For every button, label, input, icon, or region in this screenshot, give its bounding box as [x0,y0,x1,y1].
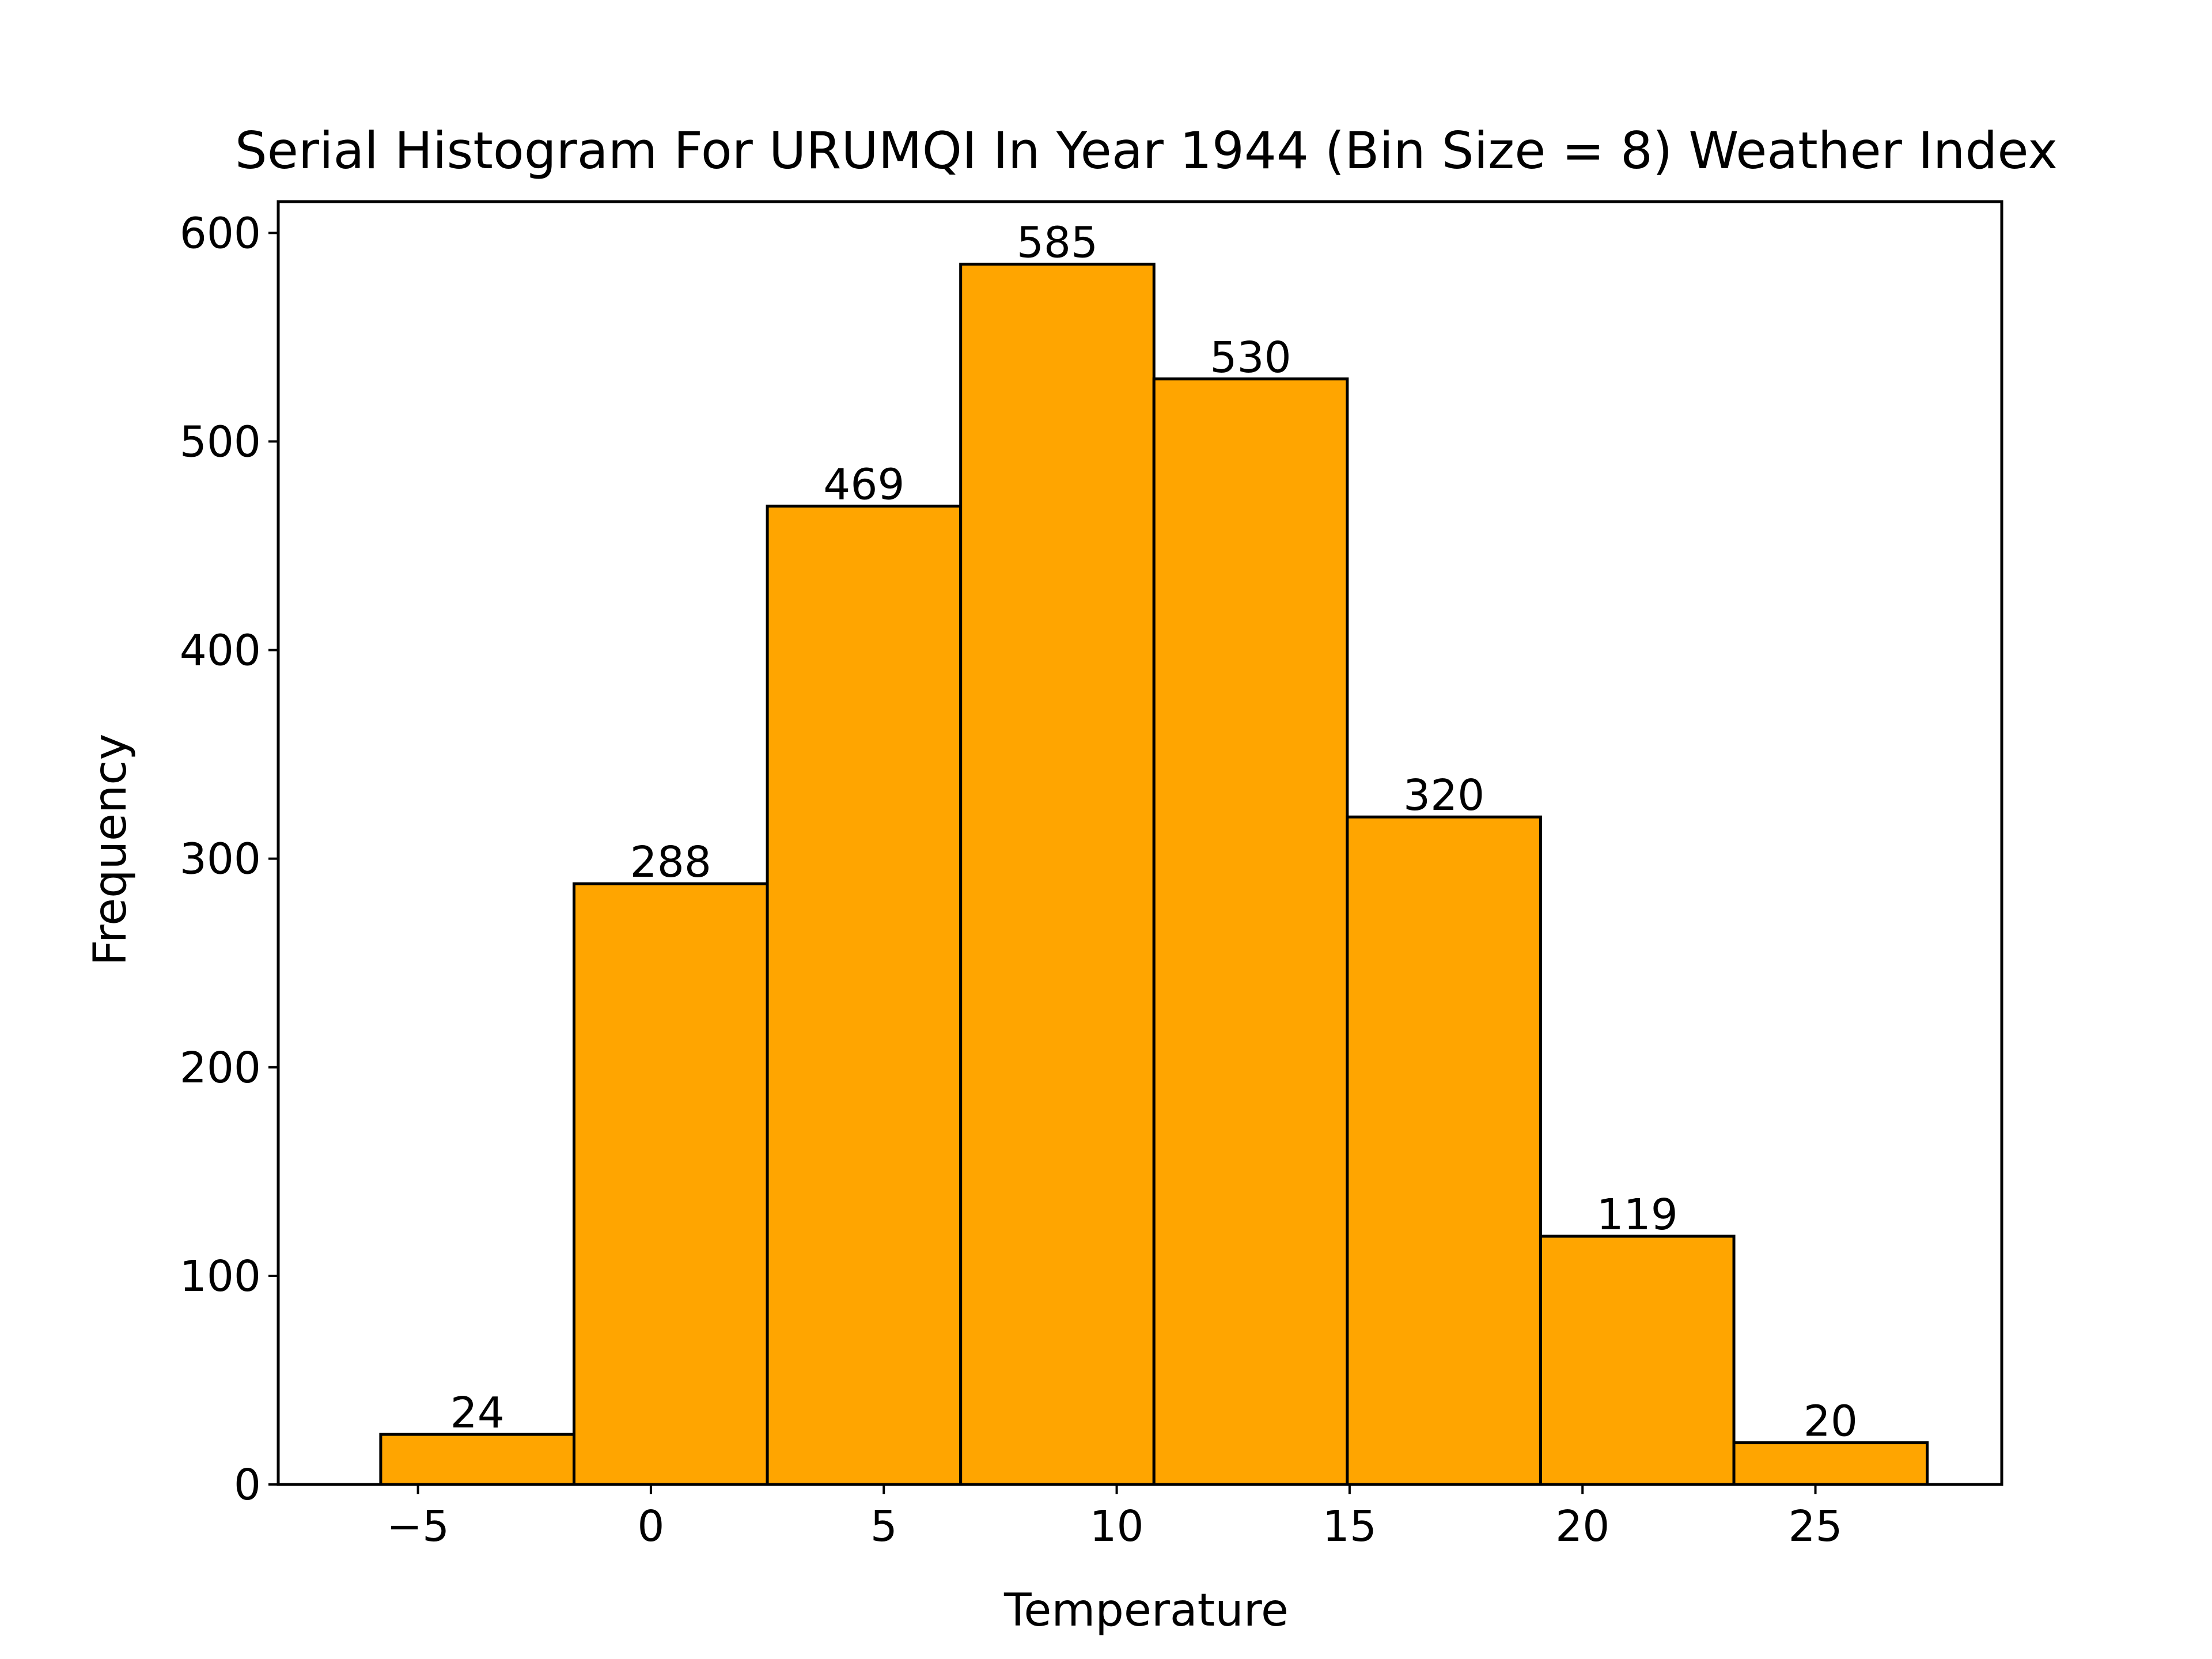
plot-frame [276,200,2003,1486]
bar-value-label: 20 [1804,1397,1858,1446]
bar-value-label: 24 [450,1388,505,1438]
y-tick-label: 0 [234,1460,261,1510]
y-tick-label: 500 [180,417,261,467]
y-tick-label: 200 [180,1043,261,1093]
y-axis-ticks: 0 100 200 300 400 500 600 [180,209,278,1510]
histogram-bar [572,882,769,1486]
bar-value-label: 530 [1210,333,1291,382]
bar-value-label: 320 [1403,771,1484,820]
chart-title: Serial Histogram For URUMQI In Year 1944… [235,121,2058,180]
histogram-bar [1346,815,1542,1486]
histogram-bar [1732,1441,1929,1486]
x-tick-label: 25 [1788,1502,1842,1551]
bar-value-label: 585 [1017,218,1098,268]
y-tick-label: 300 [180,835,261,884]
x-tick-label: 20 [1555,1502,1609,1551]
bar-value-label: 469 [823,460,904,510]
bars-layer [379,263,1929,1486]
y-tick-label: 400 [180,626,261,676]
x-tick-label: 10 [1089,1502,1143,1551]
x-tick-label: 5 [870,1502,897,1551]
y-tick-label: 100 [180,1252,261,1301]
x-axis-ticks: −5 0 5 10 15 20 25 [387,1484,1843,1551]
histogram-bar [766,505,963,1486]
y-tick-label: 600 [180,209,261,258]
x-tick-label: 0 [637,1502,664,1551]
bar-value-label: 288 [630,838,711,887]
x-tick-label: 15 [1323,1502,1377,1551]
bar-labels-layer: 24 288 469 585 530 320 119 20 [450,218,1858,1446]
x-axis-label: Temperature [1003,1585,1289,1637]
histogram-bar [1539,1234,1736,1486]
histogram-bar [1152,377,1349,1486]
histogram-bar [379,1433,575,1486]
bar-value-label: 119 [1597,1190,1678,1240]
x-tick-label: −5 [387,1502,449,1551]
y-axis-label: Frequency [85,734,137,966]
histogram-bar [959,263,1156,1486]
